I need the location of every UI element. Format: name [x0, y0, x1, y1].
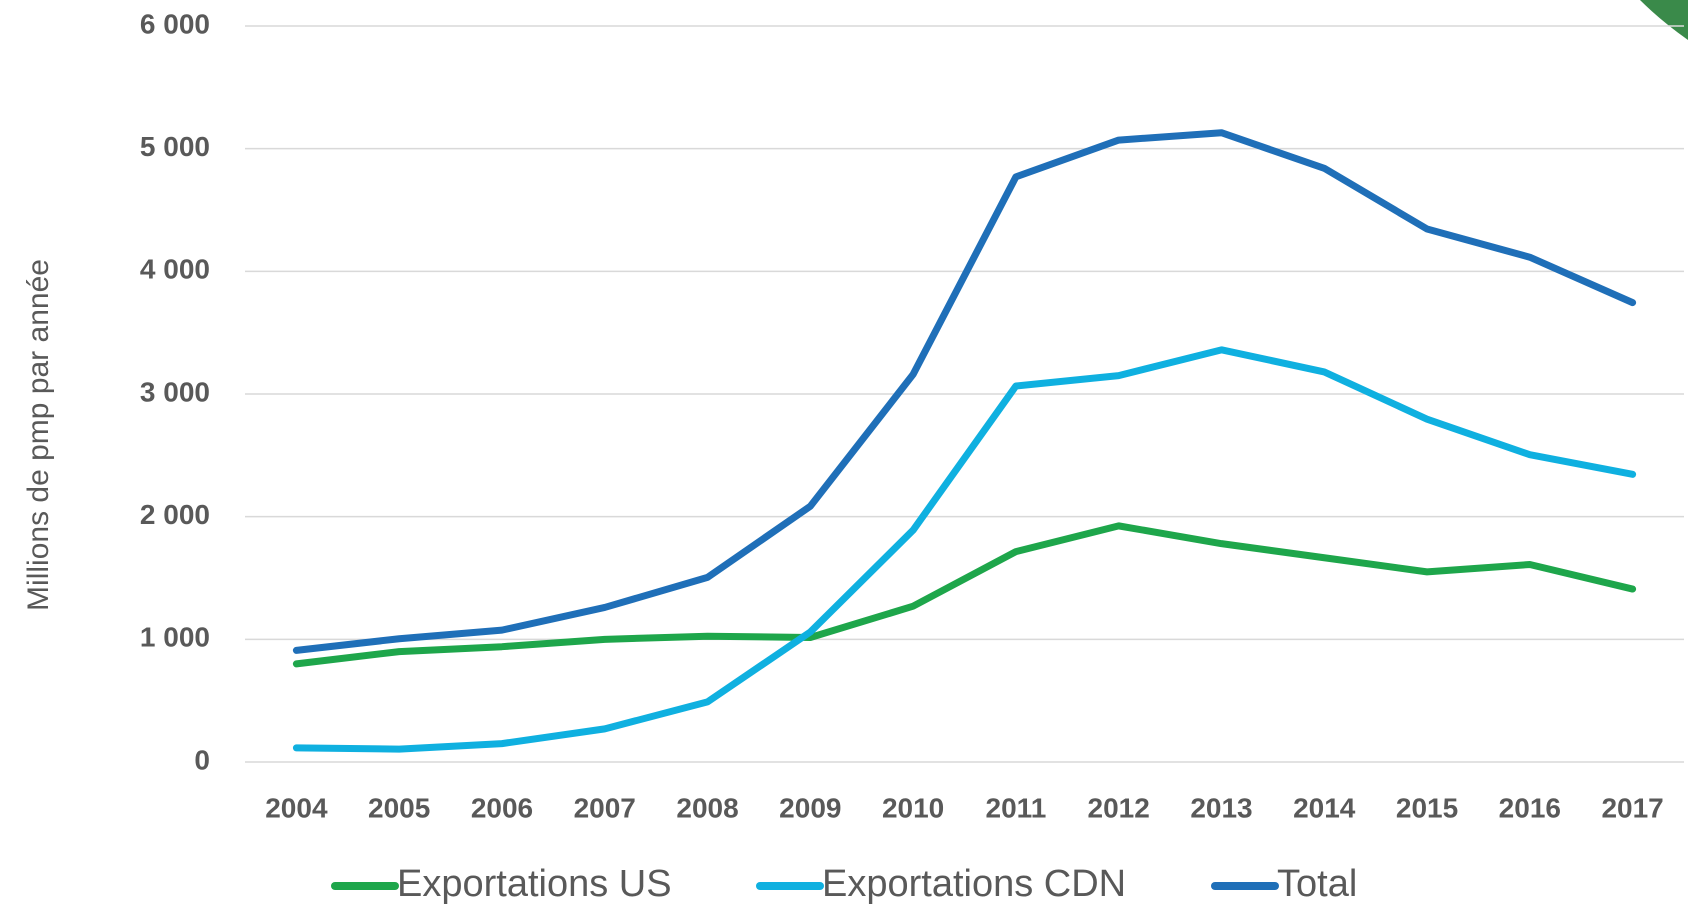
- legend-label: Exportations CDN: [822, 863, 1126, 905]
- corner-decoration: [1640, 0, 1688, 40]
- x-tick-label: 2007: [574, 792, 636, 823]
- x-tick-label: 2017: [1601, 792, 1663, 823]
- x-tick-label: 2004: [265, 792, 328, 823]
- y-tick-label: 6 000: [140, 8, 210, 39]
- x-tick-label: 2012: [1088, 792, 1150, 823]
- series-line: [292, 346, 1637, 753]
- y-tick-label: 2 000: [140, 499, 210, 530]
- y-tick-label: 4 000: [140, 254, 210, 285]
- legend-label: Total: [1277, 863, 1357, 905]
- x-tick-label: 2014: [1293, 792, 1356, 823]
- y-axis-label: Millions de pmp par année: [22, 259, 55, 611]
- x-tick-label: 2006: [471, 792, 533, 823]
- x-tick-label: 2009: [779, 792, 841, 823]
- y-tick-label: 5 000: [140, 131, 210, 162]
- legend-label: Exportations US: [397, 863, 672, 905]
- x-tick-label: 2015: [1396, 792, 1458, 823]
- x-tick-label: 2010: [882, 792, 944, 823]
- series-line: [292, 129, 1637, 654]
- y-tick-label: 1 000: [140, 622, 210, 653]
- x-tick-label: 2016: [1499, 792, 1561, 823]
- x-tick-label: 2005: [368, 792, 430, 823]
- series-line: [292, 522, 1637, 668]
- y-tick-label: 0: [194, 744, 210, 775]
- x-tick-label: 2008: [676, 792, 738, 823]
- x-tick-label: 2013: [1190, 792, 1252, 823]
- x-tick-label: 2011: [986, 792, 1047, 823]
- y-tick-label: 3 000: [140, 376, 210, 407]
